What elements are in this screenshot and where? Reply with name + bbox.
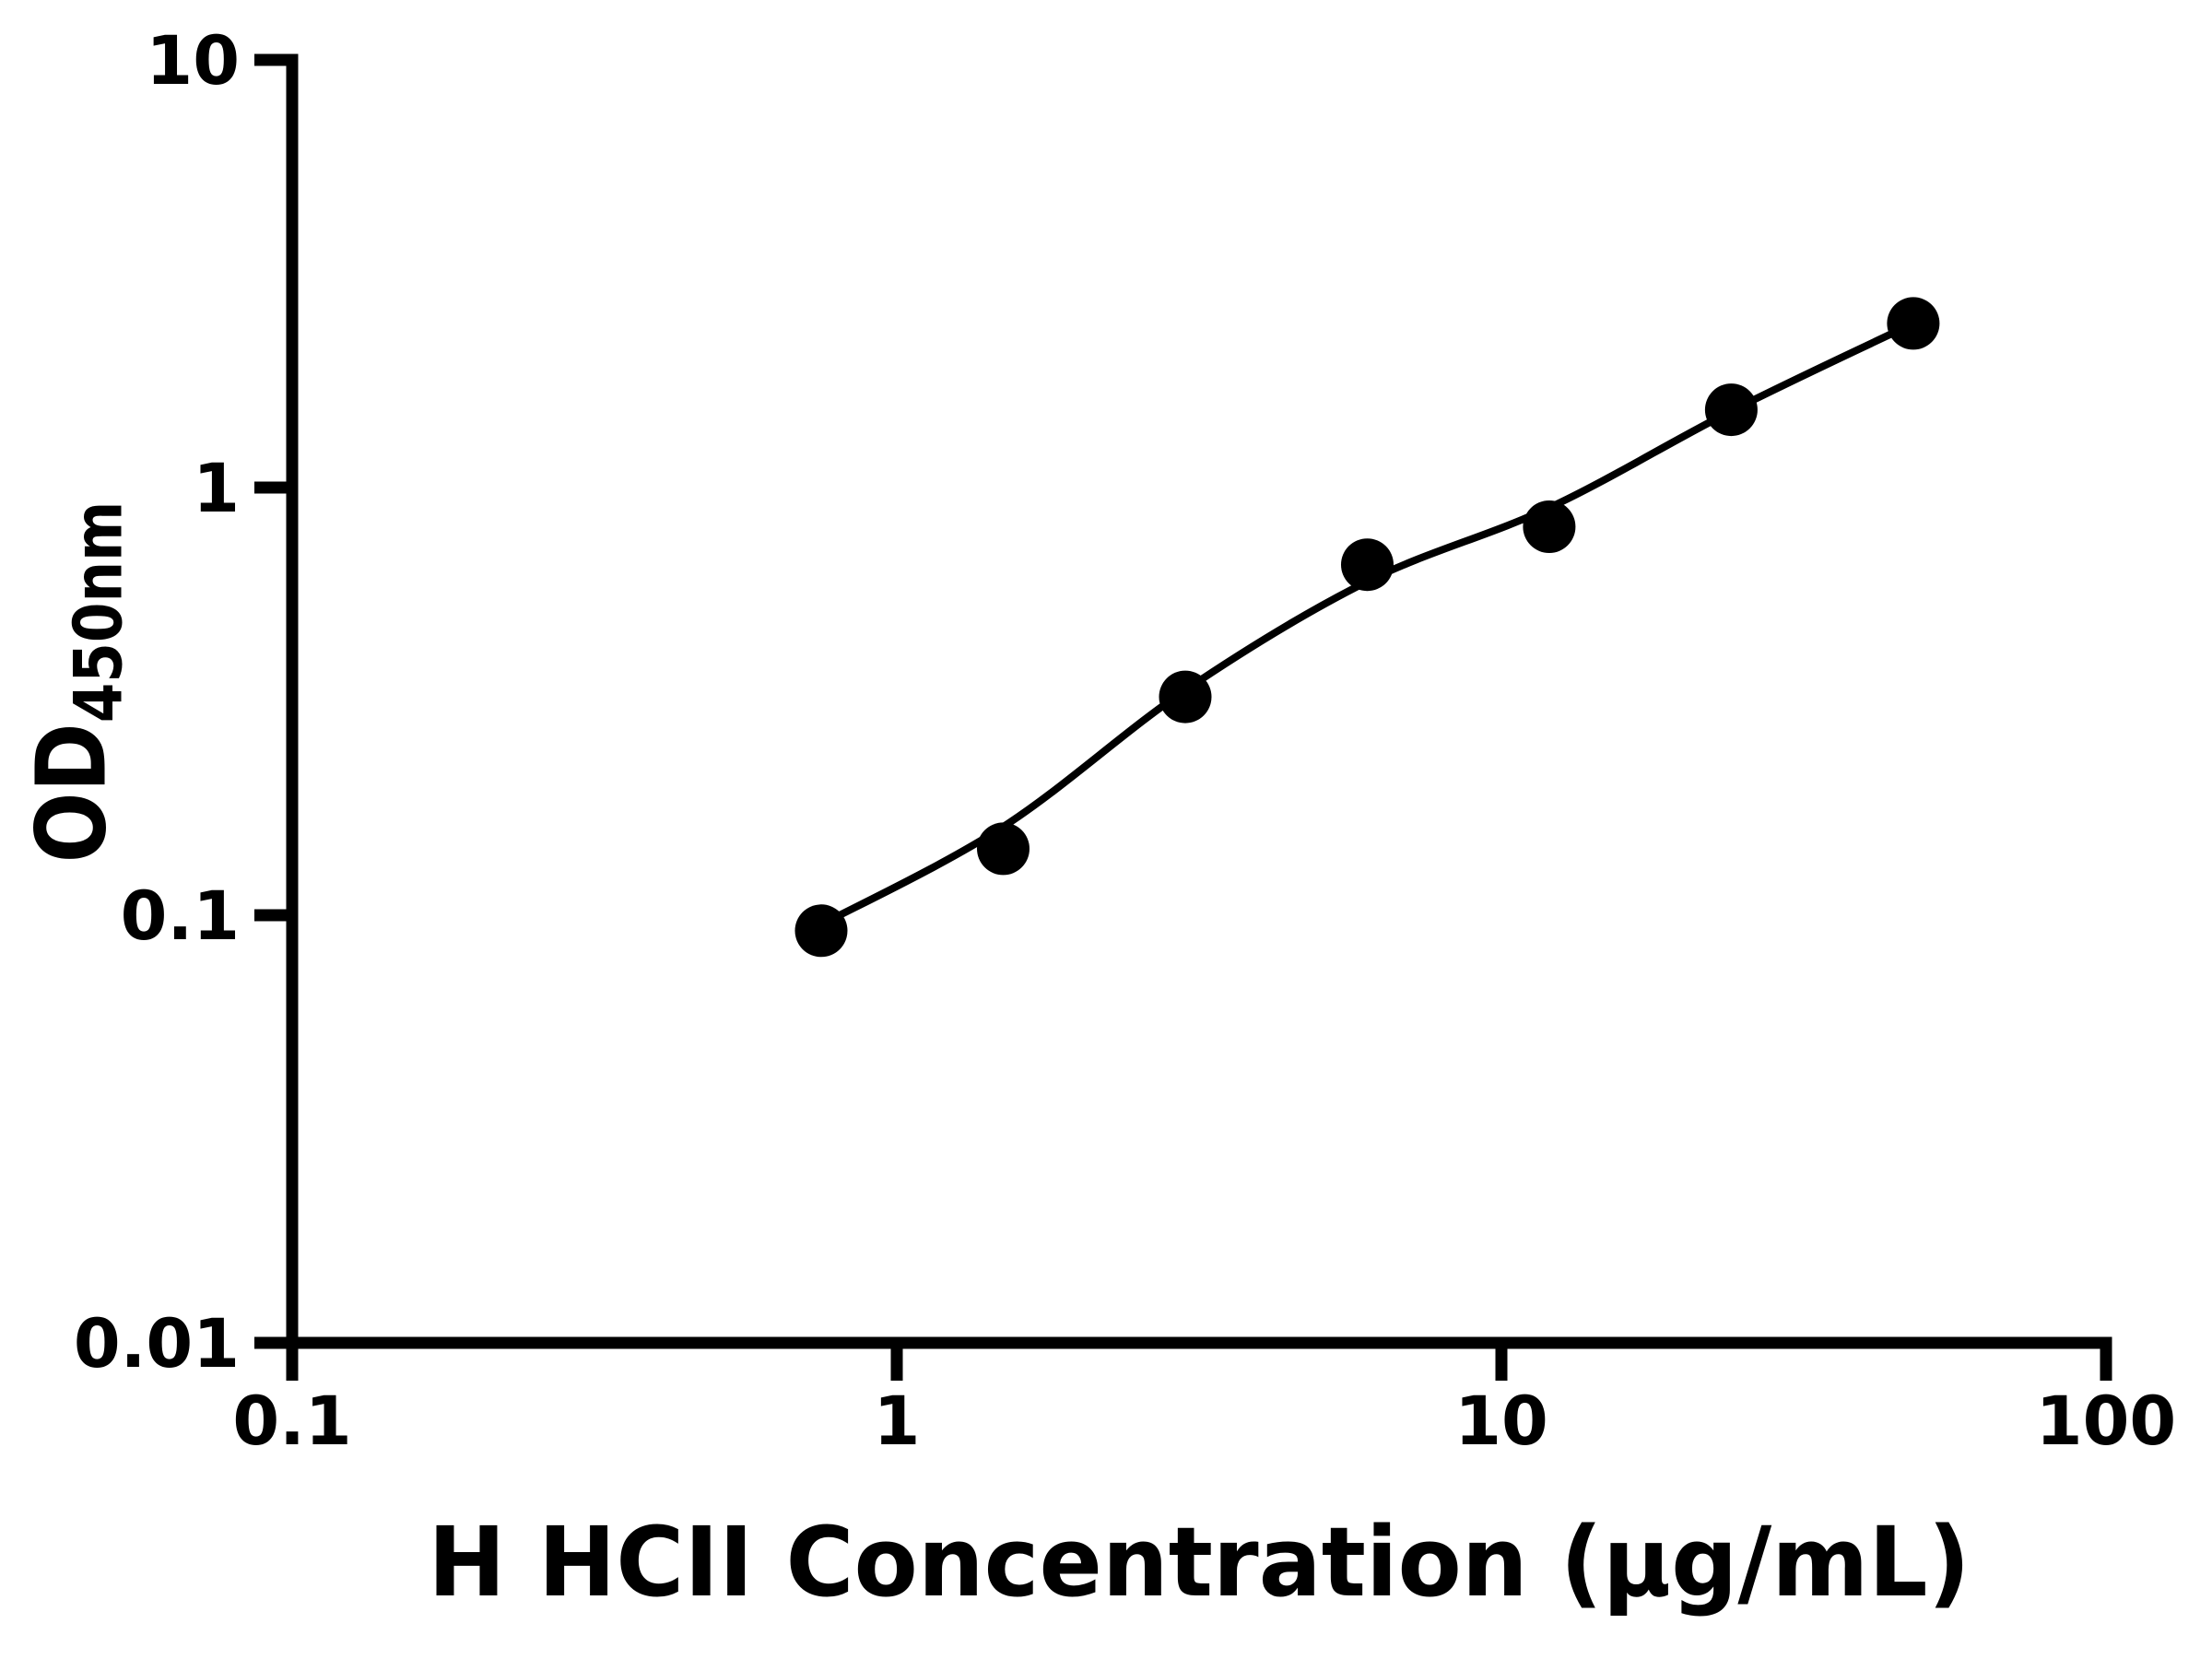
x-axis-title: H HCII Concentration (µg/mL) <box>428 1506 1971 1618</box>
y-tick-label: 10 <box>146 22 240 100</box>
y-axis-title: OD450nm <box>16 501 137 864</box>
data-point <box>1159 670 1212 724</box>
x-tick-label: 100 <box>2036 1382 2176 1461</box>
y-tick-label: 1 <box>193 450 240 528</box>
y-axis-title-subscript: 450nm <box>59 500 137 724</box>
y-tick-label: 0.01 <box>74 1305 240 1383</box>
data-point <box>1523 500 1576 553</box>
y-axis-title-main: OD <box>15 723 128 864</box>
x-tick-label: 1 <box>874 1382 921 1461</box>
y-tick-label: 0.1 <box>121 877 240 956</box>
data-point <box>1341 538 1394 592</box>
x-tick-label: 0.1 <box>232 1382 351 1461</box>
data-point <box>1704 383 1758 437</box>
data-point <box>977 822 1030 876</box>
data-point <box>1887 297 1940 350</box>
x-tick-label: 10 <box>1454 1382 1548 1461</box>
data-point <box>794 904 848 958</box>
